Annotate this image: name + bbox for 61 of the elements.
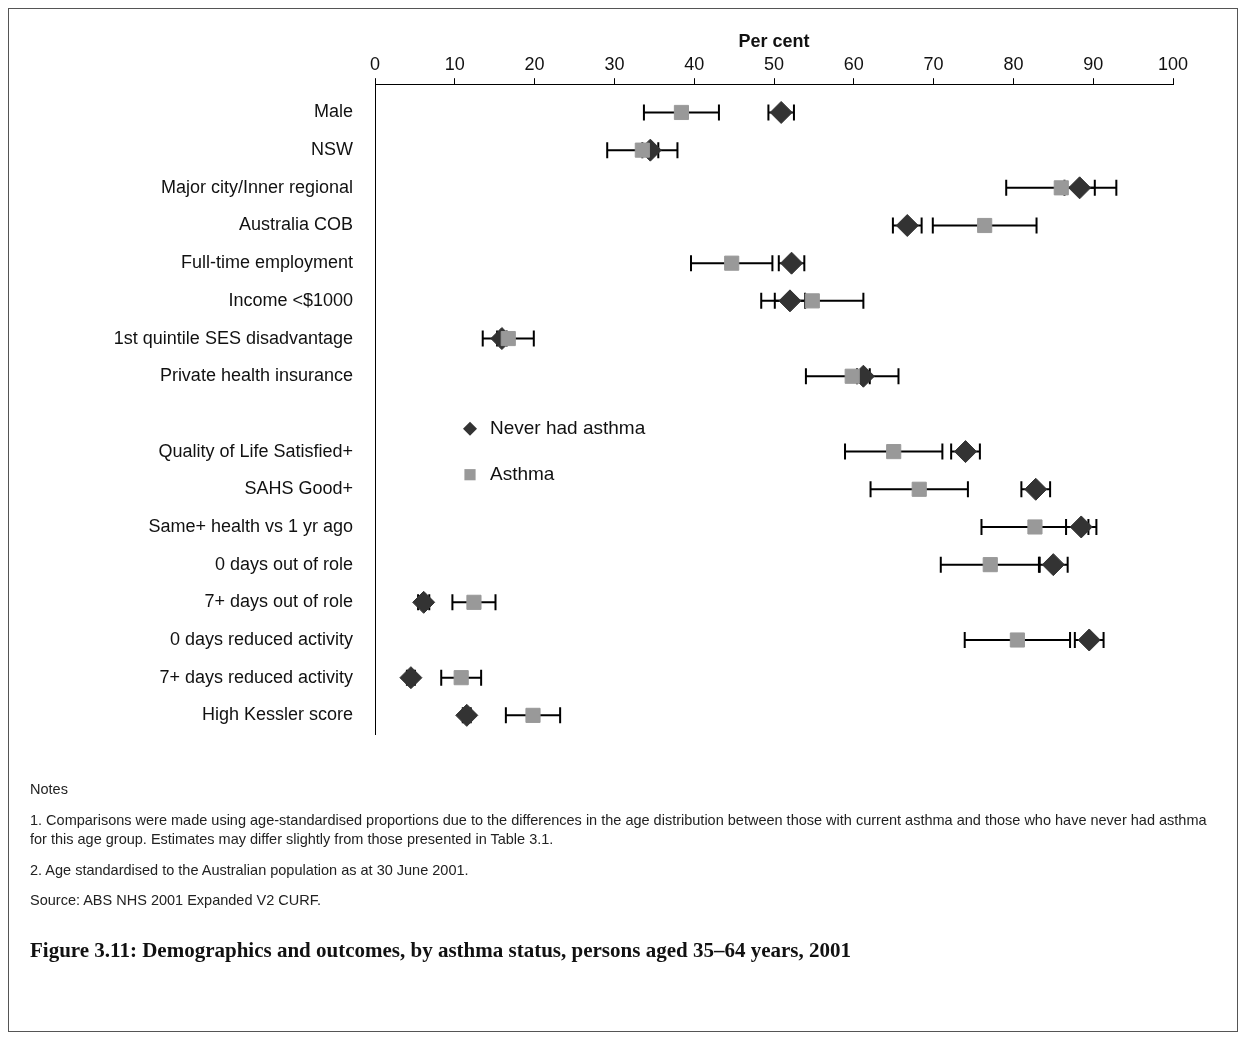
point: [895, 214, 919, 237]
text: Notes: [30, 780, 69, 799]
y-tick-label: 7+ days out of role: [204, 591, 353, 612]
x-tick-label: 20: [524, 54, 545, 75]
point: [778, 289, 802, 313]
point: [399, 666, 423, 690]
x-tick-label: 30: [604, 54, 625, 75]
point: [673, 104, 689, 121]
point: [1053, 180, 1069, 196]
y-tick-label: Major city/Inner regional: [160, 176, 353, 197]
point: [977, 217, 993, 234]
legend-label: Never had asthma: [490, 416, 646, 438]
y-tick-label: Income <$1000: [228, 289, 353, 310]
point: [1041, 553, 1065, 577]
point: [911, 481, 927, 497]
y-tick-label: Private health insurance: [159, 365, 353, 386]
source-note: Source: ABS NHS 2001 Expanded V2 CURF.: [30, 891, 322, 911]
text: Figure 3.11: Demographics and outcomes, by asthma status, persons aged 35–64 years, 2001: [30, 938, 852, 964]
y-tick-label: High Kessler score: [201, 704, 353, 725]
text: 1. Comparisons were made using age-standardised proportions due to the differences in the age distribution between those with current asthma and those who have never had asthma for this age group. Estimates may differ slightly from those presented in Table 3.1.: [30, 810, 1208, 849]
point: [1068, 176, 1092, 200]
point: [1009, 632, 1025, 648]
point: [525, 707, 541, 723]
point: [634, 142, 650, 158]
x-tick-label: 60: [843, 54, 864, 75]
point: [1069, 515, 1093, 539]
x-axis-title: Per cent: [738, 30, 810, 51]
y-tick-label: 0 days reduced activity: [169, 628, 353, 649]
point: [954, 440, 978, 464]
point: [886, 444, 902, 460]
y-tick-label: 7+ days reduced activity: [159, 666, 353, 687]
point: [982, 557, 998, 573]
x-tick-label: 90: [1083, 54, 1104, 75]
y-tick-label: NSW: [311, 139, 353, 160]
x-tick-label: 70: [923, 54, 944, 75]
text: 2. Age standardised to the Australian population as at 30 June 2001.: [30, 860, 470, 880]
point: [804, 293, 820, 309]
y-tick-label: Quality of Life Satisfied+: [158, 440, 353, 461]
x-tick-label: 40: [684, 54, 705, 75]
point: [1024, 477, 1048, 501]
x-tick-label: 80: [1003, 54, 1024, 75]
point: [412, 590, 436, 614]
point: [1027, 519, 1043, 535]
y-tick-label: 0 days out of role: [214, 553, 353, 574]
y-tick-label: Full-time employment: [180, 252, 353, 273]
y-tick-label: Male: [313, 101, 353, 122]
point: [455, 703, 479, 727]
x-tick-label: 100: [1157, 54, 1189, 75]
point: [453, 670, 469, 686]
legend-label: Asthma: [490, 462, 555, 484]
y-tick-label: Australia COB: [238, 214, 353, 235]
point: [724, 255, 740, 271]
x-tick-label: 0: [369, 54, 381, 75]
point: [500, 330, 516, 347]
y-tick-label: Same+ health vs 1 yr ago: [148, 515, 353, 536]
x-tick-label: 10: [444, 54, 465, 75]
x-tick-label: 50: [763, 54, 785, 75]
y-tick-label: 1st quintile SES disadvantage: [113, 327, 353, 348]
point: [844, 368, 860, 384]
point: [466, 594, 482, 610]
y-tick-label: SAHS Good+: [244, 478, 353, 499]
